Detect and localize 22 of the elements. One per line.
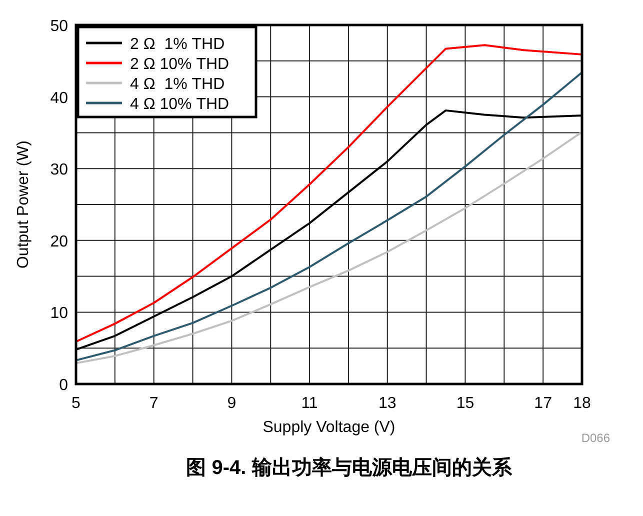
legend-label: 2 Ω 1% THD — [130, 36, 225, 53]
x-tick-label: 18 — [573, 395, 591, 412]
x-tick-label: 15 — [456, 395, 474, 412]
y-tick-label: 20 — [50, 233, 68, 250]
y-tick-label: 0 — [59, 377, 68, 394]
y-tick-label: 40 — [50, 90, 68, 107]
x-tick-label: 7 — [149, 395, 158, 412]
y-tick-label: 30 — [50, 162, 68, 179]
legend-label: 4 Ω 10% THD — [130, 96, 230, 113]
legend-label: 2 Ω 10% THD — [130, 56, 230, 73]
y-tick-label: 50 — [50, 18, 68, 35]
x-tick-label: 9 — [227, 395, 236, 412]
legend-label: 4 Ω 1% THD — [130, 76, 225, 93]
x-tick-label: 5 — [72, 395, 81, 412]
y-axis-title: Output Power (W) — [15, 140, 32, 269]
x-tick-label: 13 — [378, 395, 396, 412]
y-tick-label: 10 — [50, 305, 68, 322]
x-axis-title: Supply Voltage (V) — [262, 419, 396, 436]
text: 图 9-4. 输出功率与电源电压间的关系 — [186, 456, 513, 479]
text: D066 — [581, 431, 610, 445]
x-tick-label: 17 — [534, 395, 552, 412]
x-tick-label: 11 — [301, 395, 318, 412]
